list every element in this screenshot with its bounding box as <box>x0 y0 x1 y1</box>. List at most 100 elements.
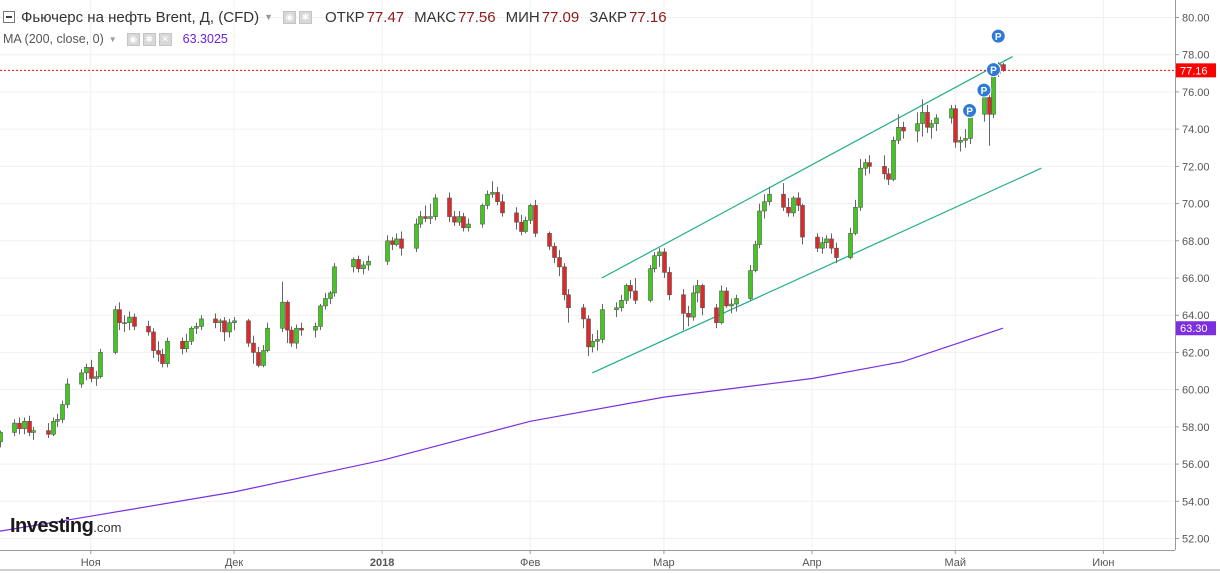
event-marker[interactable]: P <box>976 82 992 98</box>
event-marker[interactable]: P <box>985 62 1001 78</box>
candle-up <box>762 194 767 219</box>
candle-body <box>686 313 691 318</box>
open-label: ОТКР <box>325 8 365 26</box>
candle-up <box>313 322 318 338</box>
event-marker-label: P <box>966 107 973 118</box>
candle-down <box>714 304 719 329</box>
candle-up <box>280 281 285 332</box>
candle-down <box>834 242 839 264</box>
x-tick-label: Фев <box>520 557 540 569</box>
candle-up <box>428 203 433 225</box>
candle-up <box>934 114 939 132</box>
candle-up <box>853 199 858 236</box>
eye-icon[interactable]: ◉ <box>283 10 297 24</box>
candle-body <box>227 322 232 333</box>
candle-up <box>65 378 70 409</box>
candle-up <box>691 285 696 321</box>
y-tick-label: 58.00 <box>1182 422 1210 434</box>
candle-up <box>480 203 485 228</box>
event-marker[interactable]: P <box>990 28 1006 44</box>
candle-body <box>734 298 739 305</box>
candle-down <box>886 168 891 185</box>
close-icon[interactable]: ✕ <box>158 32 172 46</box>
candle-up <box>165 337 170 368</box>
candle-body <box>748 270 753 299</box>
candle-up <box>490 181 495 198</box>
candle-body <box>590 340 595 348</box>
candle-body <box>12 422 17 433</box>
candle-body <box>867 162 872 167</box>
candle-body <box>528 205 533 221</box>
candle-body <box>194 326 199 329</box>
candle-body <box>189 327 194 342</box>
candle-down <box>160 348 165 368</box>
candle-down <box>815 233 820 252</box>
event-marker-circle <box>990 28 1006 44</box>
candle-body <box>79 372 84 385</box>
candle-body <box>433 197 438 217</box>
collapse-icon[interactable] <box>3 11 15 23</box>
settings-icon[interactable]: ✱ <box>142 32 156 46</box>
event-marker-label: P <box>995 32 1002 43</box>
candle-body <box>724 290 729 307</box>
candle-down <box>356 255 361 273</box>
instrument-title[interactable]: Фьючерс на нефть Brent, Д, (CFD) <box>21 8 260 26</box>
chevron-down-icon[interactable]: ▼ <box>264 12 274 22</box>
candle-down <box>27 415 32 437</box>
candle-body <box>958 140 963 143</box>
candle-body <box>891 140 896 180</box>
chevron-down-icon[interactable]: ▼ <box>108 34 117 44</box>
candle-body <box>552 246 557 258</box>
candle-up <box>624 283 629 305</box>
candle-body <box>581 307 586 320</box>
candle-body <box>886 173 891 180</box>
candle-body <box>1001 64 1006 71</box>
candle-up <box>127 311 132 331</box>
candle-up <box>227 318 232 338</box>
candle-down <box>213 313 218 329</box>
candle-body <box>667 272 672 296</box>
gear-icon[interactable]: ✱ <box>299 10 313 24</box>
candle-down <box>256 346 261 368</box>
candle-up <box>51 417 56 437</box>
candle-up <box>767 186 772 206</box>
open-value: 77.47 <box>366 8 405 26</box>
candle-body <box>328 292 333 299</box>
candle-up <box>98 348 103 379</box>
candle-body <box>394 238 399 245</box>
candle-body <box>920 112 925 124</box>
y-tick-label: 64.00 <box>1182 310 1210 322</box>
candle-body <box>390 240 395 245</box>
candle-up <box>261 344 266 368</box>
candle-down <box>447 192 452 223</box>
y-tick-label: 80.00 <box>1182 13 1210 25</box>
candle-body <box>265 327 270 351</box>
candle-body <box>184 340 189 350</box>
candle-down <box>724 287 729 308</box>
event-marker[interactable]: P <box>962 103 978 119</box>
candle-body <box>514 212 519 223</box>
candle-up <box>791 196 796 217</box>
event-marker-label: P <box>981 86 988 97</box>
candle-down <box>500 194 505 217</box>
candle-up <box>920 99 925 137</box>
candle-body <box>399 238 404 249</box>
candle-body <box>318 305 323 327</box>
candle-down <box>533 199 538 238</box>
candle-up <box>600 304 605 344</box>
candle-up <box>418 211 423 228</box>
candle-body <box>901 126 906 132</box>
candle-up <box>84 363 89 381</box>
x-tick-label: Мар <box>653 557 675 569</box>
event-marker-circle <box>962 103 978 119</box>
candle-up <box>294 324 299 349</box>
candle-up <box>323 292 328 310</box>
candle-up <box>199 315 204 331</box>
candle-body <box>289 329 294 344</box>
candle-up <box>891 136 896 182</box>
ma-indicator-label[interactable]: MA (200, close, 0) <box>3 32 104 46</box>
candle-down <box>423 205 428 223</box>
eye-icon[interactable]: ◉ <box>126 32 140 46</box>
